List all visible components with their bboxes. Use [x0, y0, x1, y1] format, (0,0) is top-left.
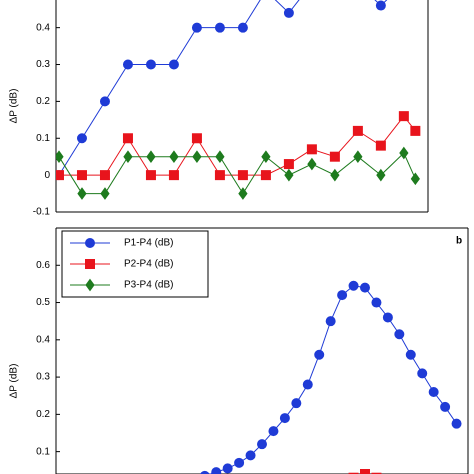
point	[260, 170, 271, 181]
legend-label: P2-P4 (dB)	[124, 259, 173, 270]
series-line	[208, 285, 457, 474]
legend-label: P1-P4 (dB)	[124, 238, 173, 249]
point	[330, 168, 340, 182]
y-axis-label: ΔP (dB)	[9, 364, 20, 399]
panel-label: b	[456, 236, 462, 247]
y-tick-label: 0.3	[36, 372, 50, 383]
point	[352, 125, 363, 136]
point	[371, 297, 382, 308]
point	[145, 170, 156, 181]
y-tick-label: 0.4	[36, 22, 50, 33]
series-line	[58, 0, 388, 176]
point	[76, 133, 87, 144]
point	[284, 168, 294, 182]
point	[302, 379, 313, 390]
y-axis-label: ΔP (dB)	[9, 89, 20, 124]
point	[410, 125, 421, 136]
y-tick-label: 0.3	[36, 59, 50, 70]
point	[451, 418, 462, 429]
point	[200, 470, 210, 474]
point	[257, 439, 267, 450]
point	[56, 150, 64, 164]
point	[237, 170, 248, 181]
point	[191, 133, 202, 144]
point	[306, 144, 317, 155]
point	[237, 22, 248, 33]
point	[398, 111, 409, 122]
y-tick-label: 0.1	[36, 446, 50, 457]
point	[238, 187, 248, 200]
point	[405, 349, 416, 360]
point	[191, 22, 202, 33]
point	[234, 457, 245, 468]
point	[76, 170, 87, 181]
y-tick-label: 0.1	[36, 133, 50, 144]
point	[417, 368, 428, 379]
point	[348, 280, 359, 291]
point	[215, 150, 225, 164]
y-tick-label: 0.5	[36, 297, 50, 308]
y-tick-label: -0.1	[33, 207, 51, 218]
point	[314, 349, 325, 360]
point	[192, 150, 202, 164]
point	[99, 96, 110, 107]
series-line	[58, 115, 416, 176]
point	[399, 146, 409, 160]
point	[168, 59, 179, 70]
point	[56, 170, 64, 181]
point	[353, 150, 363, 164]
point	[123, 150, 133, 164]
legend-label: P3-P4 (dB)	[124, 280, 173, 291]
point	[85, 278, 95, 292]
point	[85, 238, 95, 248]
y-tick-label: 0.6	[36, 260, 50, 271]
point	[245, 450, 256, 461]
point	[440, 401, 451, 412]
chart: 0.1 0.2 0.3 0.4 0.5 0.6 ΔP (dB) b P1-P4 (dB) P2-P…	[9, 227, 469, 474]
point	[375, 0, 386, 11]
point	[99, 170, 110, 181]
point	[146, 150, 156, 164]
point	[291, 398, 302, 409]
plot	[56, 0, 421, 200]
point	[375, 140, 386, 151]
series-line	[58, 152, 416, 195]
point	[283, 7, 294, 18]
y-tick-label: 0.4	[36, 334, 50, 345]
point	[77, 187, 87, 200]
point	[214, 22, 225, 33]
point	[122, 133, 133, 144]
point	[100, 187, 110, 200]
point	[169, 150, 179, 164]
plot	[200, 280, 462, 474]
chart: -0.1 0 0.1 0.2 0.3 0.4 ΔP (dB)	[9, 0, 429, 218]
point	[283, 159, 294, 170]
point	[145, 59, 156, 70]
point	[222, 463, 233, 474]
point	[214, 170, 225, 181]
point	[261, 150, 271, 164]
point	[211, 467, 222, 474]
point	[307, 157, 317, 171]
point	[268, 426, 279, 437]
point	[360, 469, 370, 474]
point	[382, 312, 393, 323]
y-tick-label: 0.2	[36, 409, 50, 420]
point	[168, 170, 179, 181]
point	[394, 329, 405, 340]
point	[410, 172, 420, 186]
point	[279, 413, 290, 424]
point	[325, 316, 336, 327]
point	[85, 259, 95, 269]
point	[428, 387, 439, 397]
point	[122, 59, 133, 70]
y-tick-label: 0.2	[36, 96, 50, 107]
point	[376, 168, 386, 182]
point	[360, 282, 370, 293]
point	[329, 151, 340, 162]
y-tick-label: 0	[44, 170, 50, 181]
point	[337, 290, 348, 301]
